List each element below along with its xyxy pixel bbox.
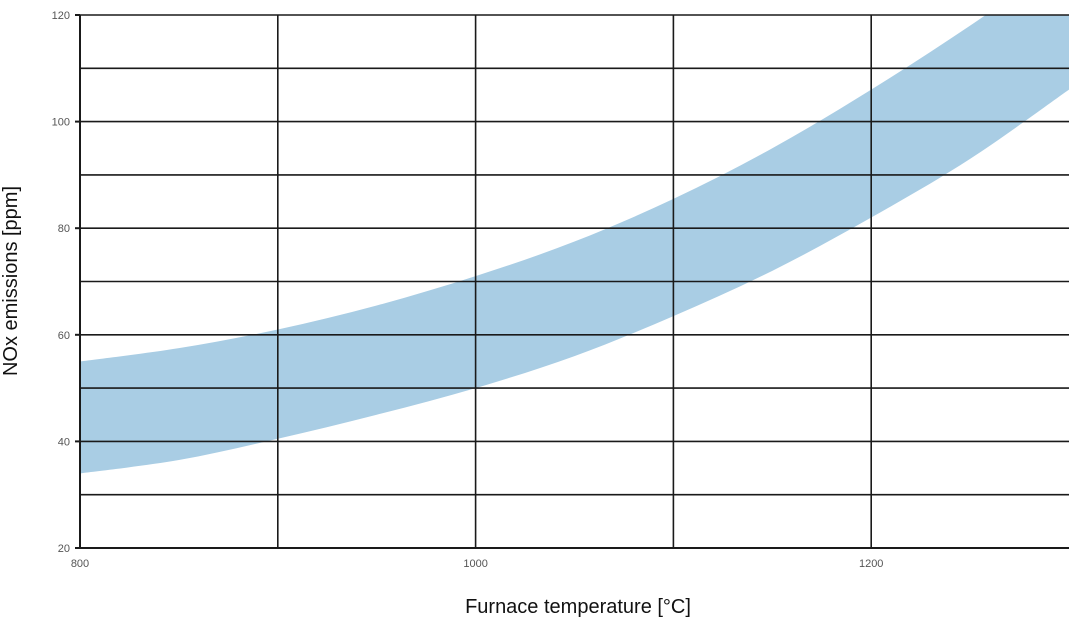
x-tick-label-1000: 1000 xyxy=(463,558,487,570)
axes xyxy=(75,14,1069,549)
y-tick-label-40: 40 xyxy=(58,436,70,448)
y-tick-label-100: 100 xyxy=(52,117,70,129)
x-tick-label-800: 800 xyxy=(71,558,89,570)
x-tick-label-1200: 1200 xyxy=(859,558,883,570)
y-tick-label-60: 60 xyxy=(58,330,70,342)
emission-band-layer xyxy=(80,15,1069,474)
tick-labels: 20 40 60 80 100 120 800 1000 1200 xyxy=(52,10,884,570)
emission-band-0 xyxy=(80,15,1069,474)
y-tick-label-20: 20 xyxy=(58,543,70,555)
x-axis-title: Furnace temperature [°C] xyxy=(465,596,691,618)
y-tick-label-80: 80 xyxy=(58,223,70,235)
y-axis-title: NOx emissions [ppm] xyxy=(0,186,22,376)
y-tick-label-120: 120 xyxy=(52,10,70,22)
